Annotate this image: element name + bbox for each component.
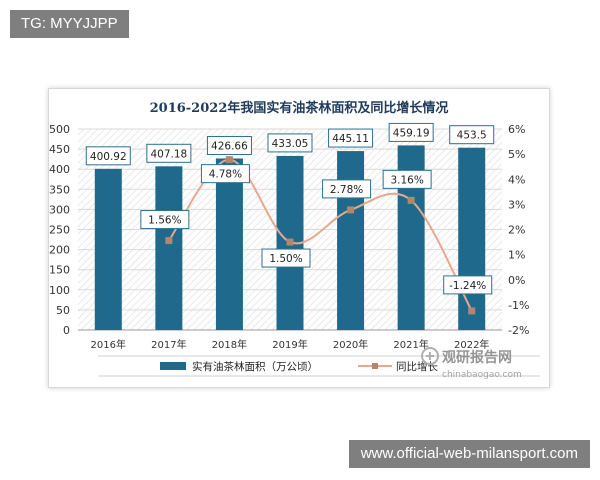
watermark-logo-icon xyxy=(421,347,439,365)
growth-marker xyxy=(286,238,294,246)
growth-value-label: 3.16% xyxy=(390,174,423,186)
y-right-tick-label: -2% xyxy=(508,324,529,337)
bar-value-box xyxy=(388,122,434,142)
y-left-tick-label: 150 xyxy=(49,264,70,277)
bar xyxy=(155,166,183,330)
growth-value-label: -1.24% xyxy=(449,280,486,292)
bar xyxy=(215,158,243,330)
growth-value-box xyxy=(322,179,372,199)
x-category-label: 2019年 xyxy=(272,338,307,351)
growth-marker xyxy=(468,307,476,315)
y-right-tick-label: 1% xyxy=(508,249,525,262)
growth-value-label: 4.78% xyxy=(209,169,242,181)
url-label: www.official-web-milansport.com xyxy=(348,440,590,468)
growth-value-box xyxy=(140,210,190,230)
bar-value-box xyxy=(206,135,252,155)
y-left-tick-label: 450 xyxy=(49,143,70,156)
bar xyxy=(458,147,486,330)
bar-value-label: 453.5 xyxy=(457,130,487,142)
y-left-tick-label: 50 xyxy=(56,304,70,317)
growth-value-box xyxy=(443,275,493,295)
y-left-tick-label: 400 xyxy=(49,163,70,176)
y-right-tick-label: 5% xyxy=(508,148,525,161)
y-right-tick-label: 0% xyxy=(508,274,525,287)
bar-value-box xyxy=(146,143,192,163)
legend-label-area: 实有油茶林面积（万公顷） xyxy=(192,360,318,373)
growth-value-box xyxy=(200,164,250,184)
legend-label-growth: 同比增长 xyxy=(396,360,438,373)
growth-marker xyxy=(407,196,415,204)
x-category-label: 2018年 xyxy=(212,338,247,351)
growth-marker xyxy=(165,237,173,245)
growth-value-box xyxy=(261,248,311,268)
bar xyxy=(94,168,122,330)
growth-series: 1.56% 4.78% 1.50% 2.78% 3.16% -1.24% xyxy=(140,156,493,315)
bar-value-label: 407.18 xyxy=(150,148,187,160)
growth-value-box xyxy=(382,169,432,189)
y-left-tick-label: 250 xyxy=(49,224,70,237)
watermark: 观研报告网 chinabaogao.com xyxy=(421,347,522,380)
y-left-tick-label: 0 xyxy=(63,324,70,337)
bar-value-box xyxy=(328,128,374,148)
bar-series: 400.92 407.18 426.66 433.05 445.11 459.19 453.… xyxy=(85,122,495,330)
y-left-tick-label: 500 xyxy=(49,123,70,136)
bar-value-label: 400.92 xyxy=(90,151,127,163)
x-category-label: 2021年 xyxy=(393,338,428,351)
x-category-label: 2022年 xyxy=(454,338,489,351)
right-axis: -2% -1% 0% 1% 2% 3% 4% 5% 6% xyxy=(508,123,529,337)
y-right-tick-label: 2% xyxy=(508,224,525,237)
growth-value-label: 2.78% xyxy=(330,184,363,196)
y-right-tick-label: 4% xyxy=(508,173,525,186)
y-left-tick-label: 100 xyxy=(49,284,70,297)
chart-title: 2016-2022年我国实有油茶林面积及同比增长情况 xyxy=(150,100,449,116)
watermark-brand: 观研报告网 xyxy=(442,349,512,366)
legend: 实有油茶林面积（万公顷） 同比增长 xyxy=(160,360,438,373)
y-left-tick-label: 300 xyxy=(49,203,70,216)
legend-swatch-growth-marker xyxy=(372,363,378,369)
y-right-tick-label: 3% xyxy=(508,198,525,211)
watermark-sub: chinabaogao.com xyxy=(442,370,522,380)
y-right-tick-label: -1% xyxy=(508,299,529,312)
y-right-tick-label: 6% xyxy=(508,123,525,136)
growth-marker xyxy=(347,206,355,214)
category-axis: 2016年 2017年 2018年 2019年 2020年 2021年 2022年 xyxy=(91,338,490,351)
x-category-label: 2016年 xyxy=(91,338,126,351)
bar-value-box xyxy=(267,133,313,153)
growth-marker xyxy=(225,156,233,164)
growth-line xyxy=(168,158,473,312)
bar-value-label: 433.05 xyxy=(272,138,309,150)
y-left-tick-label: 350 xyxy=(49,183,70,196)
legend-swatch-area xyxy=(160,362,186,370)
growth-value-label: 1.50% xyxy=(269,253,302,265)
y-left-tick-label: 200 xyxy=(49,244,70,257)
x-category-label: 2017年 xyxy=(151,338,186,351)
bar xyxy=(337,151,365,330)
bar-value-label: 459.19 xyxy=(393,127,430,139)
bar-value-box xyxy=(449,125,495,145)
x-category-label: 2020年 xyxy=(333,338,368,351)
bar-value-box xyxy=(85,146,131,166)
bar-value-label: 445.11 xyxy=(332,133,369,145)
left-axis: 0 50 100 150 200 250 300 350 400 450 500 xyxy=(49,123,70,337)
bar-value-label: 426.66 xyxy=(211,140,248,152)
tg-label: TG: MYYJJPP xyxy=(10,10,129,38)
growth-value-label: 1.56% xyxy=(148,215,181,227)
